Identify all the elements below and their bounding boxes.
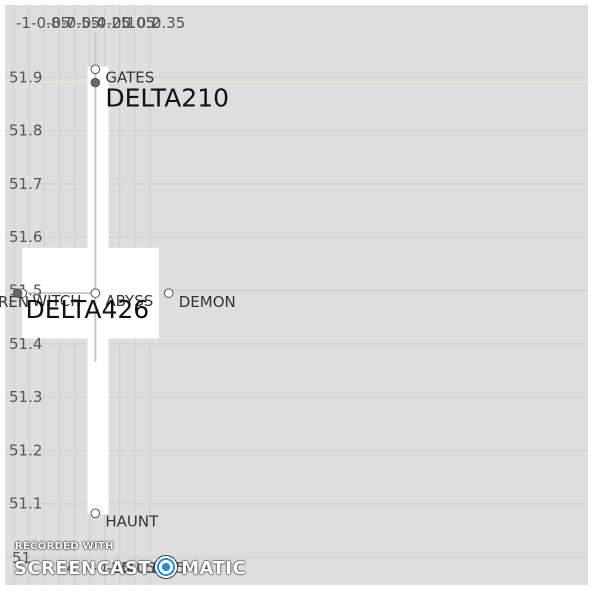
y-tick-label: 51.4 [9, 335, 42, 353]
y-tick-label: 51.9 [9, 68, 42, 86]
y-tick-label: 51.6 [9, 228, 42, 246]
y-tick-labels: 51.151.251.351.451.551.651.751.851.951 [9, 68, 42, 567]
x-tick-label-top: 0.35 [152, 14, 185, 32]
y-tick-label: 51 [12, 549, 31, 567]
data-point [12, 288, 23, 298]
data-point-label: ABYSS [105, 292, 153, 310]
x-tick-label-bottom: 4 [66, 559, 76, 577]
watermark-matic: MATIC [181, 558, 247, 579]
x-tick-label-top: -0.7 [46, 14, 75, 32]
data-point-label: REN [0, 293, 29, 311]
x-tick-label-bottom: -0.1 [107, 559, 136, 577]
screencast-watermark: RECORDED WITH SCREENCAST MATIC [14, 540, 246, 584]
y-tick-label: 51.7 [9, 175, 42, 193]
y-tick-label: 51.3 [9, 388, 42, 406]
data-point [90, 508, 101, 519]
data-point-label: GATES [105, 68, 154, 86]
x-tick-label-bottom: -0.25 [92, 559, 131, 577]
data-point [90, 77, 101, 88]
x-tick-label-bottom: 0.05 [122, 559, 155, 577]
data-point-label: DEMON [179, 293, 236, 311]
x-tick-label-top: 0.2 [137, 14, 161, 32]
x-tick-label-top: -0.1 [107, 14, 136, 32]
watermark-line1: RECORDED WITH [15, 541, 114, 552]
data-point [90, 288, 101, 298]
x-tick-label-top: -0.85 [31, 14, 70, 32]
crosshair-lines [14, 33, 97, 362]
x-tick-label-top: -0.25 [92, 14, 131, 32]
data-point [163, 288, 174, 298]
y-tick-label: 51.1 [9, 495, 42, 513]
x-tick-label-top: -1 [16, 14, 31, 32]
x-tick-label-top: -0.55 [61, 14, 100, 32]
screencast-logo-icon [154, 555, 179, 579]
y-tick-label: 51.2 [9, 441, 42, 459]
data-point [90, 64, 101, 75]
x-tick-label-top: -0.4 [76, 14, 105, 32]
y-tick-label: 51.8 [9, 122, 42, 140]
x-tick-labels-top: -1 -0.85-0.7-0.55-0.4-0.25-0.10.050.20.35 [16, 14, 185, 32]
data-point-label: WITCH [32, 292, 81, 310]
x-tick-label-top: 0.05 [122, 14, 155, 32]
watermark-line2: SCREENCAST MATIC [14, 555, 246, 579]
data-point-label: DELTA210 [105, 84, 229, 113]
data-point-label: HAUNT [105, 512, 159, 530]
data-point-label: DELTA426 [26, 295, 150, 324]
watermark-screencast: SCREENCAST [14, 558, 152, 579]
